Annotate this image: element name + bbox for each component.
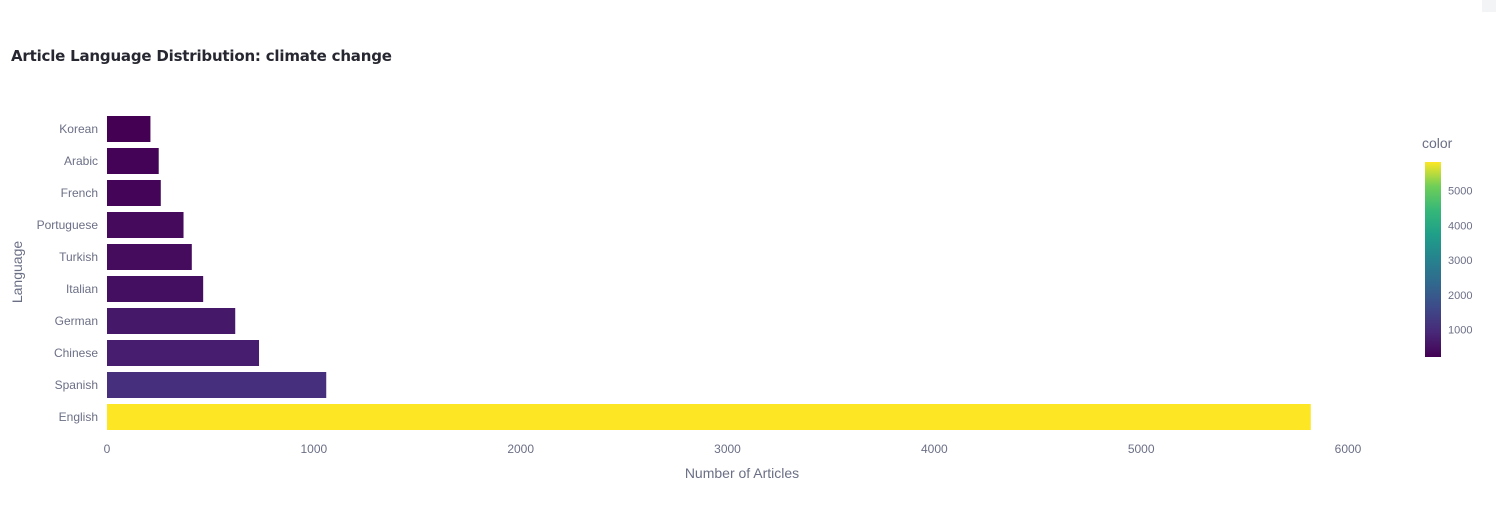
bar-turkish[interactable] — [107, 244, 192, 270]
y-tick-label: Korean — [59, 122, 98, 136]
bar-spanish[interactable] — [107, 372, 327, 398]
bar-italian[interactable] — [107, 276, 204, 302]
x-tick-label: 2000 — [507, 442, 534, 456]
y-tick-label: Italian — [66, 282, 98, 296]
x-tick-label: 6000 — [1335, 442, 1362, 456]
y-tick-label: French — [61, 186, 98, 200]
colorbar — [1425, 162, 1441, 357]
bar-german[interactable] — [107, 308, 236, 334]
colorbar-tick-label: 5000 — [1448, 186, 1472, 198]
y-tick-label: Spanish — [55, 378, 98, 392]
x-tick-label: 4000 — [921, 442, 948, 456]
colorbar-tick-label: 2000 — [1448, 290, 1472, 302]
y-tick-label: Portuguese — [37, 218, 99, 232]
y-tick-label: Chinese — [54, 346, 98, 360]
bar-korean[interactable] — [107, 116, 151, 142]
bar-portuguese[interactable] — [107, 212, 184, 238]
chart-title: Article Language Distribution: climate c… — [11, 47, 392, 65]
y-axis-title: Language — [9, 241, 25, 304]
toolbar-corner — [1482, 0, 1496, 12]
bar-french[interactable] — [107, 180, 161, 206]
colorbar-tick-label: 4000 — [1448, 220, 1472, 232]
colorbar-title: color — [1422, 135, 1453, 151]
y-tick-label: German — [55, 314, 98, 328]
x-axis-title: Number of Articles — [685, 465, 799, 481]
y-tick-label: Turkish — [59, 250, 98, 264]
bar-chinese[interactable] — [107, 340, 260, 366]
bar-arabic[interactable] — [107, 148, 159, 174]
colorbar-tick-label: 1000 — [1448, 325, 1472, 337]
y-tick-label: English — [59, 410, 98, 424]
bar-english[interactable] — [107, 404, 1311, 430]
x-tick-label: 1000 — [300, 442, 327, 456]
x-tick-label: 3000 — [714, 442, 741, 456]
x-tick-label: 0 — [104, 442, 111, 456]
colorbar-tick-label: 3000 — [1448, 255, 1472, 267]
y-tick-label: Arabic — [64, 154, 98, 168]
x-tick-label: 5000 — [1128, 442, 1155, 456]
